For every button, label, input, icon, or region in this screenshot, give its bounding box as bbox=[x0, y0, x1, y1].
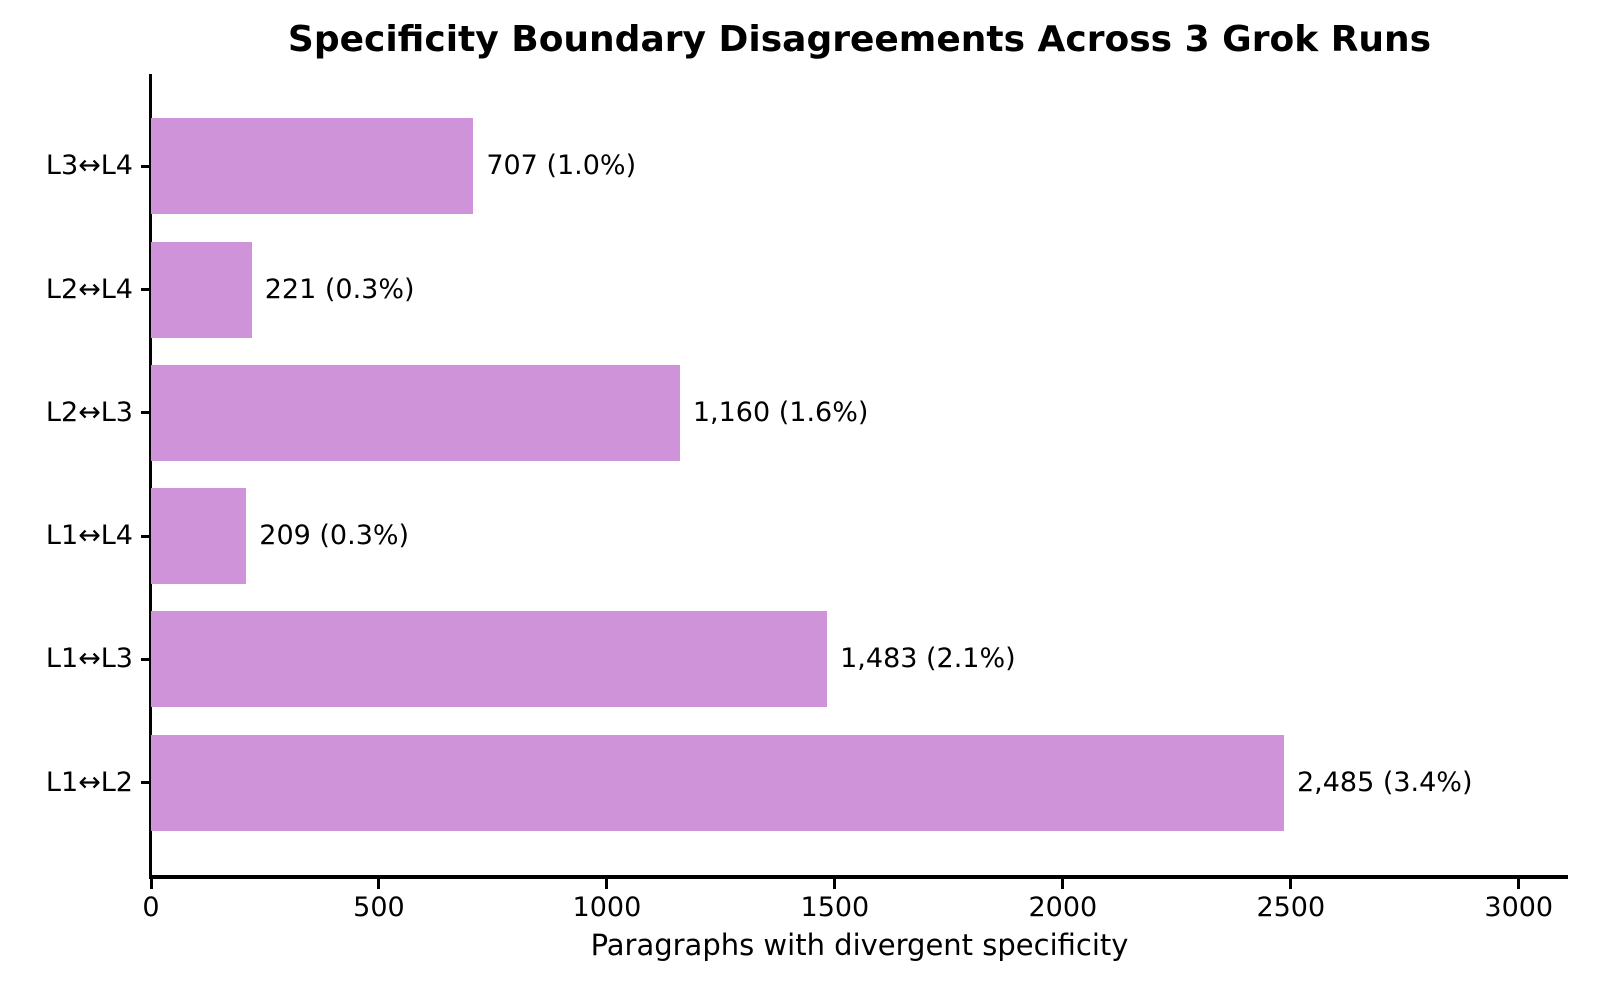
x-tick-label-5: 2000 bbox=[1028, 892, 1098, 923]
x-tick-label-1: 0 bbox=[142, 892, 160, 923]
x-tick-label-2: 500 bbox=[353, 892, 405, 923]
y-tick-label-2: L2↔L4 bbox=[45, 273, 133, 305]
bar-3 bbox=[151, 364, 680, 461]
y-tick-mark-6 bbox=[141, 781, 151, 785]
y-tick-label-1: L3↔L4 bbox=[45, 150, 133, 182]
x-axis-spine bbox=[149, 875, 1568, 879]
y-tick-label-5: L1↔L3 bbox=[45, 643, 133, 675]
x-tick-label-6: 2500 bbox=[1256, 892, 1326, 923]
y-tick-mark-1 bbox=[141, 164, 151, 168]
bar-value-label-6: 2,485 (3.4%) bbox=[1296, 766, 1473, 798]
bar-5 bbox=[151, 611, 828, 708]
y-tick-label-3: L2↔L3 bbox=[45, 396, 133, 428]
bar-2 bbox=[151, 241, 252, 338]
y-tick-label-6: L1↔L2 bbox=[45, 766, 133, 798]
x-tick-label-3: 1000 bbox=[572, 892, 642, 923]
x-tick-label-7: 3000 bbox=[1484, 892, 1554, 923]
bar-6 bbox=[151, 734, 1284, 831]
y-tick-mark-4 bbox=[141, 534, 151, 538]
bar-value-label-3: 1,160 (1.6%) bbox=[692, 396, 869, 428]
bar-4 bbox=[151, 488, 247, 585]
x-axis-label: Paragraphs with divergent specificity bbox=[590, 928, 1129, 962]
x-tick-mark-7 bbox=[1517, 879, 1521, 889]
y-tick-mark-3 bbox=[141, 411, 151, 415]
x-tick-mark-2 bbox=[377, 879, 381, 889]
y-tick-mark-2 bbox=[141, 288, 151, 292]
bar-value-label-5: 1,483 (2.1%) bbox=[840, 643, 1016, 675]
bar-1 bbox=[151, 118, 474, 215]
chart-title: Specificity Boundary Disagreements Acros… bbox=[287, 19, 1432, 60]
y-axis-spine bbox=[149, 74, 152, 879]
x-tick-mark-3 bbox=[605, 879, 609, 889]
bar-value-label-1: 707 (1.0%) bbox=[486, 150, 637, 182]
x-tick-mark-6 bbox=[1289, 879, 1293, 889]
x-tick-mark-1 bbox=[149, 879, 153, 889]
x-tick-mark-4 bbox=[833, 879, 837, 889]
x-tick-mark-5 bbox=[1061, 879, 1065, 889]
bar-value-label-4: 209 (0.3%) bbox=[259, 520, 410, 552]
y-tick-label-4: L1↔L4 bbox=[45, 520, 133, 552]
y-tick-mark-5 bbox=[141, 657, 151, 661]
x-tick-label-4: 1500 bbox=[800, 892, 870, 923]
bar-value-label-2: 221 (0.3%) bbox=[264, 273, 415, 305]
